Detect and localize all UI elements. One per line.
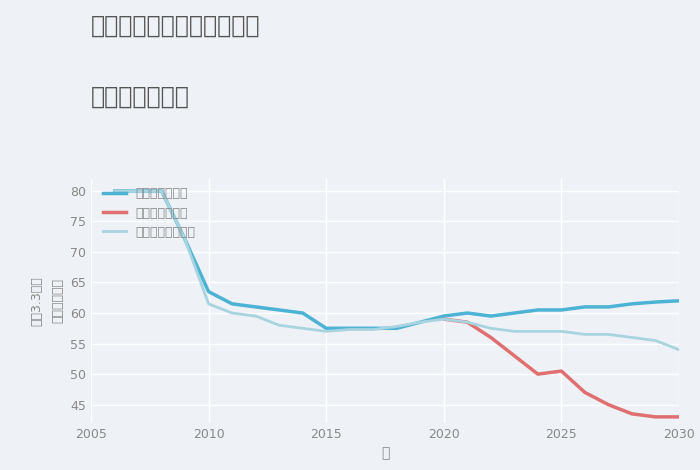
Y-axis label: 坪（3.3㎡）
単価（万円）: 坪（3.3㎡） 単価（万円） xyxy=(31,276,64,326)
Legend: グッドシナリオ, バッドシナリオ, ノーマルシナリオ: グッドシナリオ, バッドシナリオ, ノーマルシナリオ xyxy=(103,187,195,239)
Text: 土地の価格推移: 土地の価格推移 xyxy=(91,85,190,109)
Text: 奈良県奈良市秋篠三和町の: 奈良県奈良市秋篠三和町の xyxy=(91,14,260,38)
X-axis label: 年: 年 xyxy=(381,446,389,461)
